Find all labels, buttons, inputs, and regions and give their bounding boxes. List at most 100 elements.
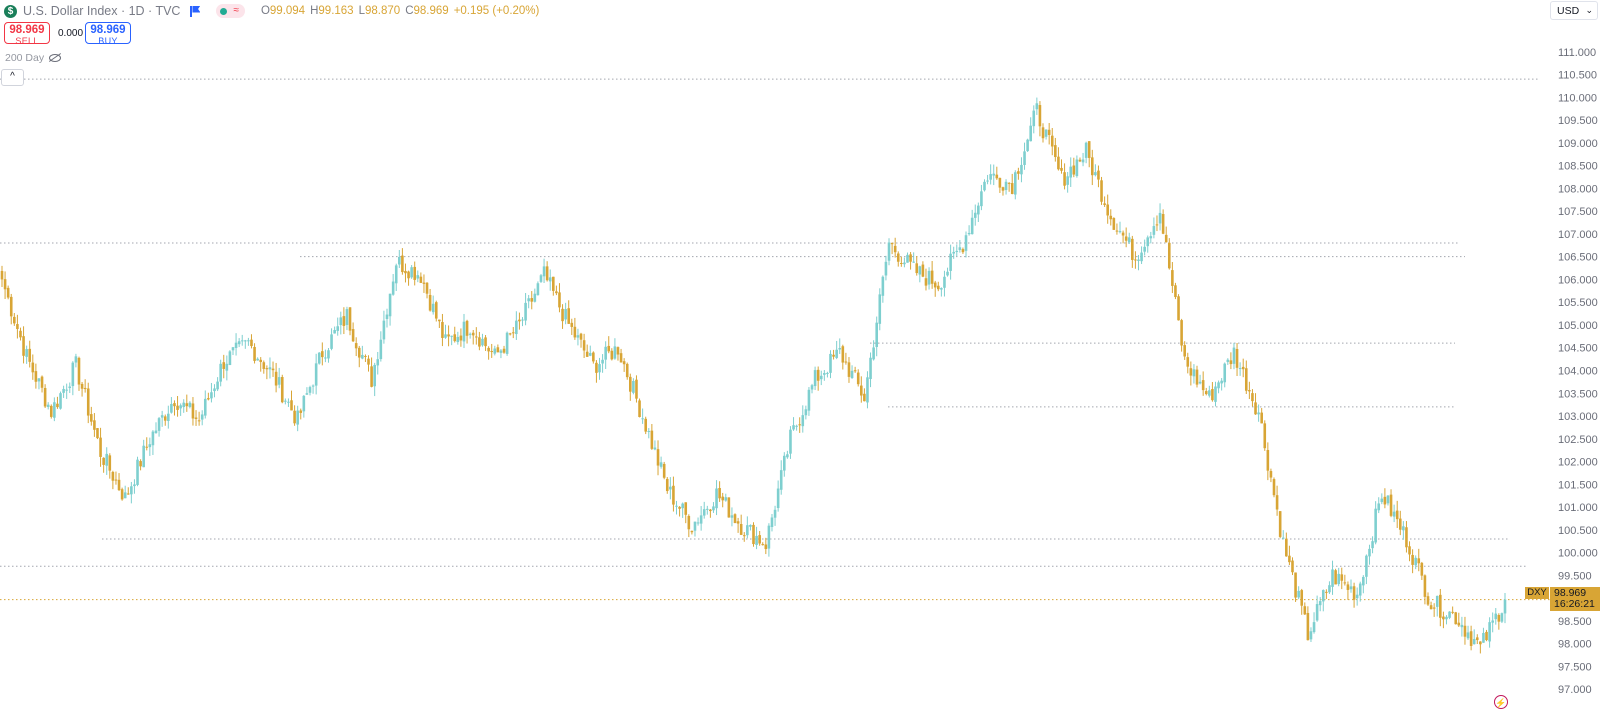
candle	[244, 339, 247, 349]
close-label: C	[405, 5, 414, 17]
candle	[672, 476, 675, 512]
indicator-label: 200 Day	[5, 52, 45, 64]
candle	[154, 422, 158, 434]
candle	[1066, 171, 1069, 193]
candle	[324, 349, 327, 363]
candle	[345, 306, 349, 331]
candle	[1315, 595, 1319, 622]
candle	[481, 333, 484, 347]
y-tick-label: 111.000	[1558, 47, 1596, 59]
candle	[1103, 196, 1106, 207]
candle	[462, 313, 466, 349]
candle	[74, 353, 78, 368]
y-tick-label: 110.500	[1558, 70, 1597, 82]
symbol-title[interactable]: U.S. Dollar Index · 1D · TVC	[23, 4, 181, 18]
flag-icon[interactable]	[190, 5, 200, 17]
candle	[407, 270, 410, 286]
sell-button[interactable]: 98.969 SELL	[4, 22, 50, 46]
candle	[9, 293, 13, 325]
y-tick-label: 108.500	[1558, 161, 1598, 173]
candle	[1063, 163, 1066, 190]
candle	[758, 530, 761, 546]
market-status-badge[interactable]: ≈	[216, 4, 245, 18]
candle	[379, 331, 383, 362]
candle	[1331, 560, 1334, 595]
candle	[284, 398, 287, 405]
eye-hidden-icon[interactable]	[49, 54, 62, 62]
candle	[669, 477, 672, 500]
candle	[373, 362, 376, 397]
candle	[56, 396, 59, 409]
candle	[1291, 557, 1294, 576]
candle	[856, 369, 860, 387]
collapse-legend-button[interactable]: ^	[1, 69, 24, 86]
candle	[779, 460, 783, 495]
candle	[265, 365, 269, 380]
candle	[130, 481, 133, 504]
candle	[438, 319, 441, 329]
candle	[1007, 182, 1011, 192]
candle	[872, 340, 875, 361]
candle	[333, 326, 336, 334]
candle	[533, 288, 537, 303]
candle	[613, 338, 617, 360]
candle	[111, 470, 115, 490]
candle	[1371, 536, 1374, 554]
candle	[391, 273, 395, 296]
candle	[484, 335, 487, 351]
candle	[548, 269, 552, 291]
candle	[1472, 629, 1476, 645]
candle	[1131, 235, 1134, 268]
candle	[853, 366, 857, 373]
candle	[1158, 203, 1162, 231]
candle	[1171, 262, 1174, 294]
candle	[983, 179, 986, 192]
candle	[216, 377, 219, 392]
candle	[1420, 561, 1424, 581]
candle	[1288, 545, 1291, 566]
candle	[434, 300, 438, 322]
indicator-legend-200-day[interactable]: 200 Day	[5, 52, 64, 64]
y-tick-label: 107.000	[1558, 229, 1598, 241]
candle	[339, 311, 343, 335]
y-tick-label: 110.000	[1558, 92, 1597, 104]
candle	[1161, 209, 1165, 235]
candle	[1044, 129, 1048, 140]
candle	[188, 401, 192, 409]
candle	[558, 283, 561, 313]
dollar-logo-icon: $	[4, 4, 17, 18]
candle	[90, 406, 93, 426]
candle	[1254, 393, 1257, 415]
candle	[782, 452, 786, 477]
last-price-label: 98.969 16:26:21	[1550, 587, 1600, 611]
change-value: +0.195 (+0.20%)	[453, 5, 540, 17]
candle	[1174, 282, 1177, 300]
candle	[1377, 497, 1381, 514]
candle	[133, 479, 136, 494]
candle	[46, 402, 50, 410]
candle	[1013, 170, 1017, 200]
candle	[1334, 568, 1337, 585]
candle	[863, 388, 866, 402]
candle	[896, 251, 900, 267]
candle	[197, 411, 201, 426]
buy-button[interactable]: 98.969 BUY	[85, 22, 131, 46]
candle	[835, 340, 838, 360]
candle	[678, 506, 681, 517]
candle	[986, 174, 989, 185]
currency-select[interactable]: USD ⌄	[1550, 1, 1598, 20]
candle	[1263, 420, 1267, 451]
candle	[1309, 627, 1313, 643]
candle	[296, 405, 299, 432]
candle	[1297, 586, 1300, 600]
candle	[992, 164, 996, 186]
candle	[1201, 371, 1205, 396]
candle	[576, 328, 580, 346]
bolt-icon[interactable]: ⚡	[1494, 695, 1508, 709]
candle	[829, 350, 832, 379]
candle	[1460, 616, 1464, 637]
candle	[280, 374, 284, 404]
candle	[219, 359, 222, 387]
low-label: L	[358, 5, 365, 17]
